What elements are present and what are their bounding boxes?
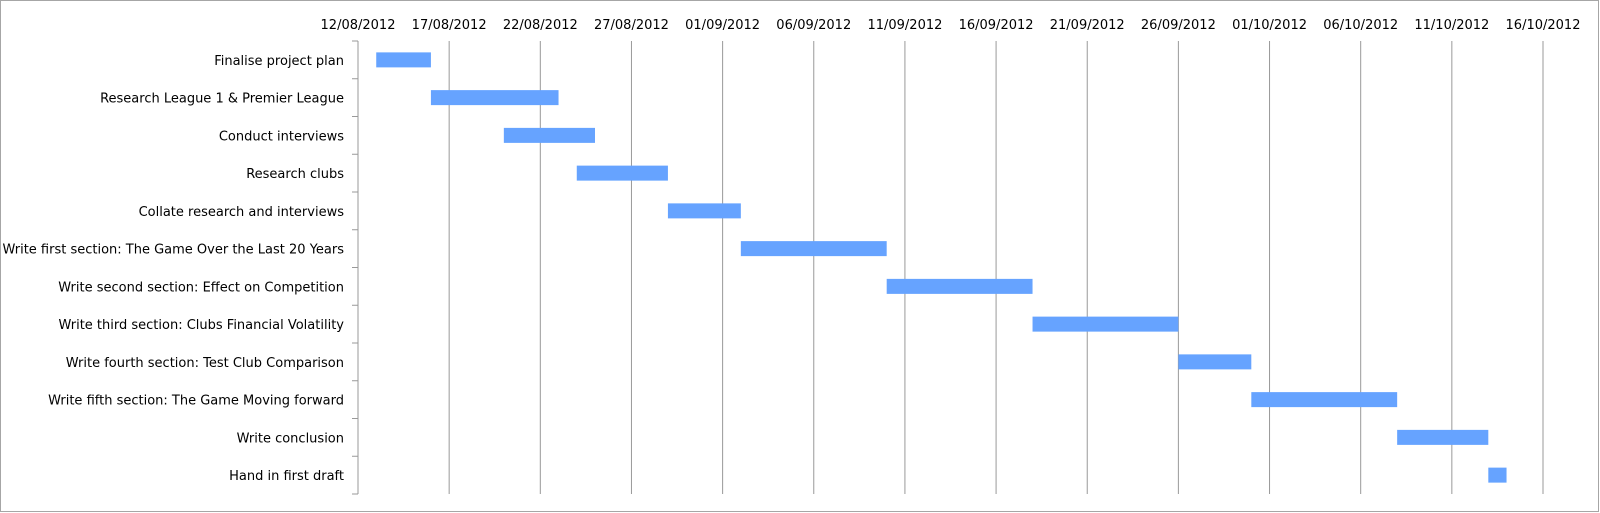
- x-tick-label: 16/10/2012: [1506, 18, 1581, 33]
- task-labels: Finalise project plan Research League 1 &…: [2, 54, 344, 484]
- task-label: Write fifth section: The Game Moving for…: [48, 394, 344, 409]
- x-tick-label: 11/09/2012: [867, 18, 942, 33]
- task-bar: [503, 127, 595, 143]
- task-bar: [1251, 392, 1398, 408]
- task-bar: [1178, 354, 1252, 370]
- task-bar: [1032, 316, 1179, 332]
- x-tick-label: 22/08/2012: [503, 18, 578, 33]
- x-tick-label: 27/08/2012: [594, 18, 669, 33]
- x-tick-label: 16/09/2012: [959, 18, 1034, 33]
- task-label: Write conclusion: [237, 431, 344, 446]
- task-label: Write second section: Effect on Competit…: [58, 280, 344, 295]
- task-bar: [1397, 429, 1489, 445]
- x-tick-label: 01/09/2012: [685, 18, 760, 33]
- task-bar: [740, 241, 887, 257]
- x-axis-tick-labels: 12/08/2012 17/08/2012 22/08/2012 27/08/2012…: [321, 18, 1581, 33]
- task-label: Hand in first draft: [229, 469, 344, 484]
- task-bar: [886, 278, 1033, 294]
- x-tick-label: 01/10/2012: [1232, 18, 1307, 33]
- x-tick-label: 06/10/2012: [1323, 18, 1398, 33]
- x-tick-label: 26/09/2012: [1141, 18, 1216, 33]
- task-label: Write fourth section: Test Club Comparis…: [66, 356, 344, 371]
- task-bar: [430, 90, 559, 106]
- task-label: Research clubs: [246, 167, 344, 182]
- x-tick-label: 11/10/2012: [1414, 18, 1489, 33]
- task-label: Conduct interviews: [219, 129, 344, 144]
- task-bar: [667, 203, 741, 219]
- x-tick-label: 21/09/2012: [1050, 18, 1125, 33]
- task-label: Finalise project plan: [214, 54, 344, 69]
- task-label: Research League 1 & Premier League: [100, 92, 344, 107]
- gridlines: [357, 41, 1544, 494]
- task-label: Write third section: Clubs Financial Vol…: [58, 318, 344, 333]
- task-bar: [376, 52, 431, 68]
- task-label: Collate research and interviews: [139, 205, 345, 220]
- x-tick-label: 12/08/2012: [321, 18, 396, 33]
- x-tick-label: 17/08/2012: [412, 18, 487, 33]
- task-label: Write first section: The Game Over the L…: [2, 243, 344, 258]
- x-tick-label: 06/09/2012: [776, 18, 851, 33]
- task-bar: [1488, 467, 1507, 483]
- category-axis: [352, 40, 359, 495]
- task-bar: [576, 165, 668, 181]
- task-bars: [376, 52, 1507, 483]
